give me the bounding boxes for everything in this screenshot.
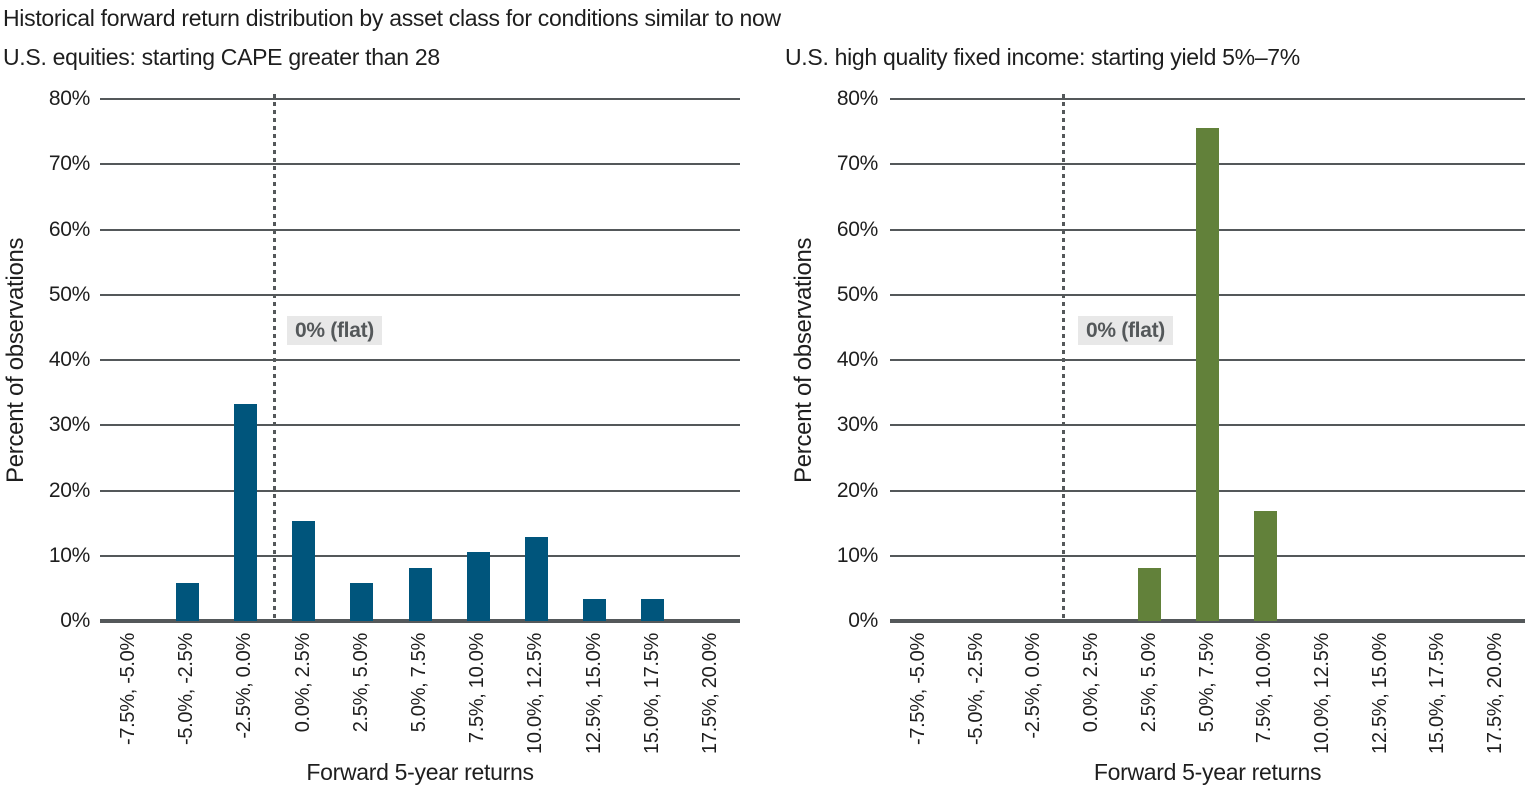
bar bbox=[350, 583, 374, 621]
x-tick-label: 7.5%, 10.0% bbox=[466, 633, 489, 744]
x-tick-label: 0.0%, 2.5% bbox=[291, 633, 314, 733]
y-tick-label: 40% bbox=[836, 348, 878, 371]
x-tick-label: 2.5%, 5.0% bbox=[349, 633, 372, 733]
bar bbox=[292, 520, 316, 621]
x-tick-label: 7.5%, 10.0% bbox=[1253, 633, 1276, 744]
x-tick-label: 0.0%, 2.5% bbox=[1080, 633, 1103, 733]
x-tick-label: 12.5%, 15.0% bbox=[1368, 633, 1391, 754]
x-tick-label: -2.5%, 0.0% bbox=[1022, 633, 1045, 739]
bar bbox=[1138, 568, 1162, 621]
gridline bbox=[100, 554, 740, 557]
y-tick-label: 70% bbox=[836, 152, 878, 176]
y-tick-label: 60% bbox=[48, 217, 90, 241]
figure-title: Historical forward return distribution b… bbox=[3, 5, 781, 31]
gridline bbox=[100, 359, 740, 361]
zero-flat-annotation: 0% (flat) bbox=[287, 316, 382, 345]
bar bbox=[466, 551, 490, 621]
x-tick-label: -7.5%, -5.0% bbox=[117, 633, 140, 746]
gridline bbox=[890, 98, 1525, 100]
y-axis-title: Percent of observations bbox=[790, 237, 817, 483]
x-tick-label: 15.0%, 17.5% bbox=[1426, 633, 1449, 754]
x-tick-label: 5.0%, 7.5% bbox=[408, 633, 430, 733]
y-tick-label: 80% bbox=[836, 87, 878, 110]
y-axis-title: Percent of observations bbox=[2, 237, 29, 483]
gridline bbox=[100, 489, 740, 492]
x-axis-title: Forward 5-year returns bbox=[1093, 759, 1322, 785]
right-chart-subtitle: U.S. high quality fixed income: starting… bbox=[785, 44, 1300, 70]
bar bbox=[1196, 128, 1219, 621]
x-tick-label: 17.5%, 20.0% bbox=[698, 633, 721, 754]
bar bbox=[641, 598, 665, 621]
y-tick-label: 30% bbox=[48, 413, 90, 437]
y-tick-label: 20% bbox=[48, 478, 90, 502]
left-chart-subtitle: U.S. equities: starting CAPE greater tha… bbox=[3, 44, 440, 70]
bar bbox=[524, 536, 548, 621]
x-tick-label: 12.5%, 15.0% bbox=[582, 633, 605, 754]
x-axis-line bbox=[100, 619, 740, 623]
zero-flat-annotation: 0% (flat) bbox=[1078, 316, 1173, 345]
bar bbox=[233, 403, 257, 621]
y-tick-label: 50% bbox=[836, 282, 878, 306]
bar bbox=[175, 583, 199, 621]
x-tick-label: 17.5%, 20.0% bbox=[1484, 633, 1507, 754]
gridline bbox=[100, 163, 740, 166]
y-tick-label: 30% bbox=[836, 413, 878, 437]
zero-dashed-line bbox=[1061, 94, 1065, 621]
y-tick-label: 70% bbox=[48, 152, 90, 176]
y-tick-label: 40% bbox=[48, 348, 90, 371]
bar bbox=[408, 568, 432, 621]
bar bbox=[583, 598, 607, 621]
x-axis-title: Forward 5-year returns bbox=[306, 759, 534, 785]
x-tick-label: 2.5%, 5.0% bbox=[1137, 633, 1160, 733]
y-tick-label: 50% bbox=[48, 282, 90, 306]
zero-dashed-line bbox=[273, 94, 277, 621]
y-tick-label: 10% bbox=[836, 543, 878, 567]
gridline bbox=[100, 424, 740, 427]
x-tick-label: -2.5%, 0.0% bbox=[233, 633, 256, 739]
x-tick-label: -7.5%, -5.0% bbox=[906, 633, 929, 746]
x-tick-label: 10.0%, 12.5% bbox=[524, 633, 547, 754]
x-tick-label: 5.0%, 7.5% bbox=[1195, 633, 1218, 733]
y-tick-label: 20% bbox=[836, 478, 878, 502]
y-tick-label: 60% bbox=[836, 217, 878, 241]
x-tick-label: -5.0%, -2.5% bbox=[964, 633, 987, 746]
y-tick-label: 0% bbox=[60, 609, 90, 632]
y-tick-label: 0% bbox=[848, 609, 878, 632]
x-tick-label: -5.0%, -2.5% bbox=[175, 633, 198, 746]
gridline bbox=[100, 293, 740, 296]
bar bbox=[1253, 510, 1277, 621]
y-tick-label: 10% bbox=[48, 543, 90, 567]
x-tick-label: 10.0%, 12.5% bbox=[1310, 633, 1333, 754]
x-tick-label: 15.0%, 17.5% bbox=[640, 633, 663, 754]
gridline bbox=[100, 98, 740, 100]
x-axis-line bbox=[890, 619, 1525, 623]
y-tick-label: 80% bbox=[48, 87, 90, 110]
gridline bbox=[100, 228, 740, 231]
